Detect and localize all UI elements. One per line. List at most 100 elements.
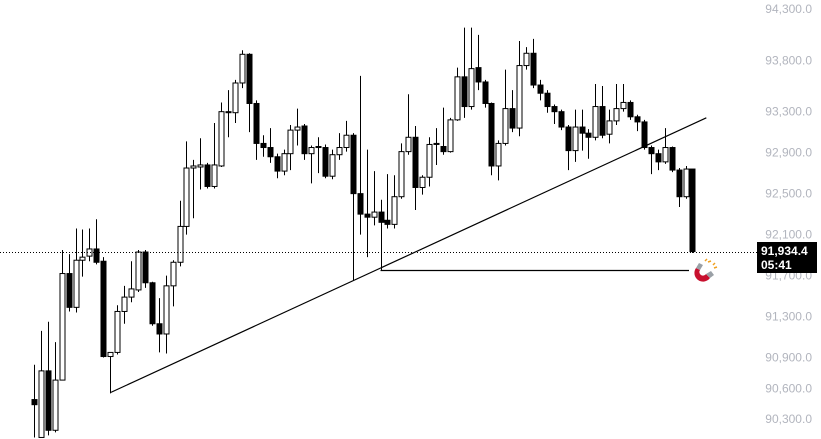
candle [135, 249, 142, 292]
candle-body-down [461, 76, 468, 108]
candle-body-up [183, 167, 190, 227]
candle-body-down [412, 136, 419, 188]
price-axis[interactable]: 94,300.0 93,800.0 93,300.0 92,900.0 92,500.0… [765, 2, 812, 426]
candle-body-down [440, 146, 447, 153]
candle [281, 149, 288, 176]
candle [301, 123, 308, 160]
candle-body-down [482, 81, 489, 104]
candle [274, 153, 281, 179]
candle-body-up [211, 164, 218, 187]
candle [190, 159, 197, 219]
current-price-value: 91,934.4 [761, 244, 808, 258]
drawings-layer [110, 117, 707, 393]
candle [482, 79, 489, 108]
candle [585, 129, 592, 159]
candle-body-up [218, 111, 225, 167]
candle [31, 364, 38, 438]
candle-body-up [308, 147, 315, 155]
candle [246, 53, 253, 133]
candle [613, 84, 620, 125]
candle [378, 199, 385, 271]
candle [86, 228, 93, 262]
candle-body-up [662, 147, 669, 163]
candle-body-up [343, 134, 350, 149]
candle-body-up [606, 120, 613, 135]
candle-body-down [246, 53, 253, 104]
candle [641, 119, 648, 150]
candle [260, 135, 267, 157]
candle [79, 229, 86, 277]
candle-body-down [655, 153, 662, 163]
candle-body-up [371, 211, 378, 218]
candle-body-up [59, 273, 66, 381]
candle-body-down [253, 102, 260, 144]
candle-body-up [239, 53, 246, 84]
candle-body-up [391, 196, 398, 225]
price-tick-label: 92,500.0 [765, 187, 812, 201]
candle-body-down [565, 126, 572, 152]
candle [294, 108, 301, 146]
candle [38, 330, 45, 438]
trendline [110, 117, 707, 393]
candle [454, 67, 461, 121]
candle [177, 200, 184, 267]
candle-body-up [232, 82, 239, 114]
candle [579, 109, 586, 151]
candle-body-up [135, 251, 142, 291]
candle [253, 100, 260, 160]
candle-body-down [648, 147, 655, 155]
candle-body-up [405, 136, 412, 153]
current-price-label: 91,934.4 05:41 [757, 242, 817, 273]
candle-body-up [523, 52, 530, 67]
candle [606, 109, 613, 144]
candle [107, 351, 114, 394]
candle [523, 47, 530, 70]
candle [475, 34, 482, 91]
candle-body-down [475, 67, 482, 83]
price-tick-label: 90,600.0 [765, 381, 812, 395]
candle [322, 144, 329, 179]
candle-body-up [336, 147, 343, 156]
candle [544, 90, 551, 113]
candle-body-up [426, 143, 433, 178]
magnet-icon[interactable] [690, 256, 720, 286]
candle-body-up [419, 176, 426, 188]
candle-body-up [225, 111, 232, 114]
price-tick-label: 92,900.0 [765, 146, 812, 160]
candle [163, 275, 170, 354]
candle-body-down [676, 169, 683, 198]
candle [488, 102, 495, 176]
candle [592, 84, 599, 141]
candle [371, 171, 378, 226]
candle-body-down [669, 147, 676, 171]
candle [461, 27, 468, 118]
candle [426, 137, 433, 187]
candle [128, 261, 135, 303]
candle [232, 79, 239, 123]
candle [627, 100, 634, 120]
candle-body-up [454, 76, 461, 121]
candle [121, 285, 128, 324]
candle [211, 122, 218, 189]
candle-body-up [170, 261, 177, 287]
candle-body-up [516, 65, 523, 129]
candle-body-down [260, 142, 267, 149]
candle-body-down [488, 102, 495, 167]
candle-body-up [572, 126, 579, 152]
candle [558, 109, 565, 131]
candle [551, 104, 558, 124]
candle-body-up [38, 370, 45, 438]
candle [239, 50, 246, 89]
candle [204, 162, 211, 189]
candle-body-down [267, 147, 274, 158]
candle [287, 124, 294, 171]
candle-body-up [294, 126, 301, 131]
candle [655, 149, 662, 171]
candle-body-down [100, 260, 107, 358]
candle-body-up [52, 379, 59, 431]
price-tick-label: 93,800.0 [765, 53, 812, 67]
price-tick-label: 92,100.0 [765, 228, 812, 242]
candle [156, 298, 163, 353]
candle-body-up [683, 168, 690, 198]
